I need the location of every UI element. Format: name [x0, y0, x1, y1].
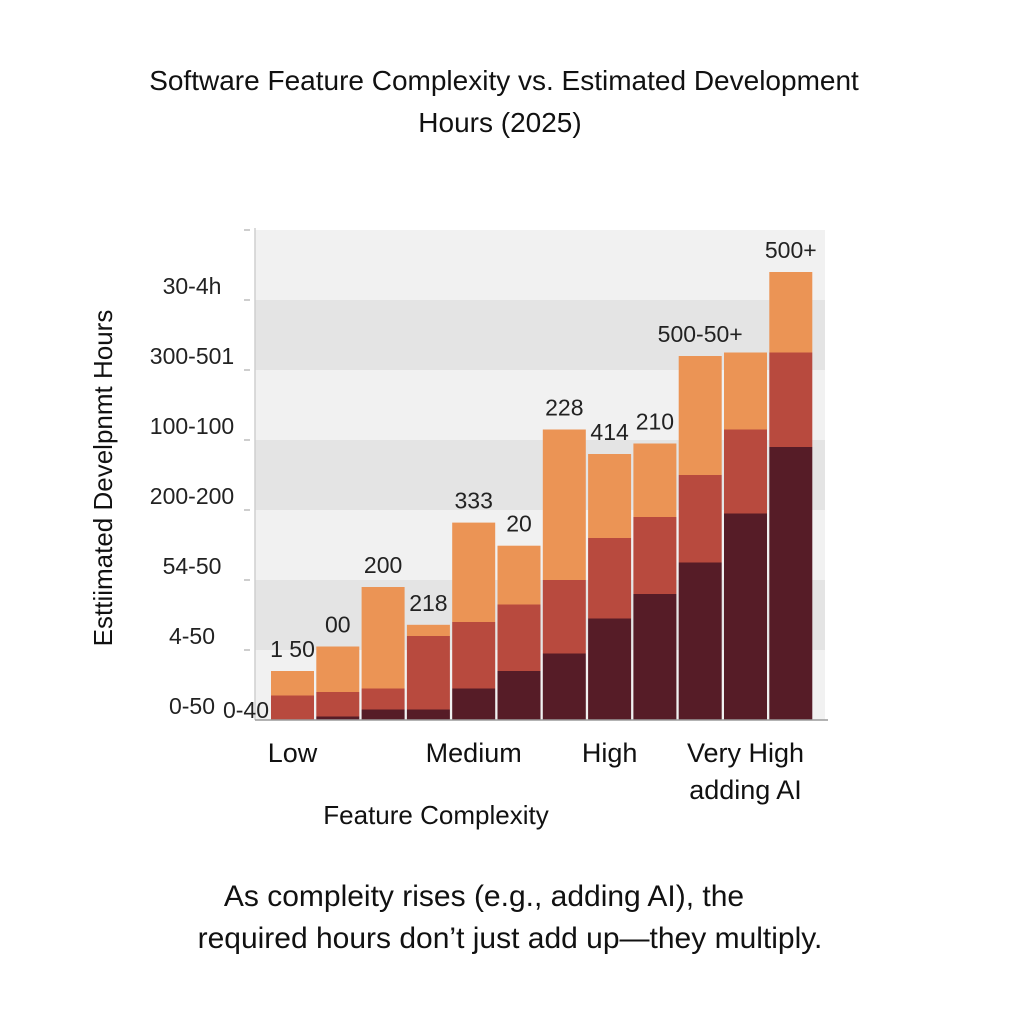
y-axis-ticks: 0-50 4-50 54-50 200-200 100-100 300-501 30-4h: [150, 229, 250, 719]
data-label: 333: [455, 488, 493, 514]
bar-segment: [633, 517, 677, 594]
bar-segment: [361, 688, 405, 710]
data-label: 218: [409, 590, 447, 616]
bar-segment: [452, 688, 496, 720]
bar-segment: [542, 580, 586, 654]
bar-segment: [633, 443, 677, 517]
x-category-label: adding AI: [689, 775, 802, 805]
bar-segment: [497, 604, 541, 671]
x-axis-categories: Low Medium High Very High adding AI: [268, 738, 804, 805]
bar-segment: [271, 671, 314, 696]
bar-segment: [497, 545, 541, 605]
data-label: 200: [364, 552, 402, 578]
bar-segment: [678, 475, 722, 563]
y-tick-label: 4-50: [169, 623, 215, 649]
x-category-label: Very High: [687, 738, 804, 768]
bar-segment: [678, 356, 722, 475]
data-labels: 1 50 00 200 218 333 20 228 414 210 500-50+ 500+: [270, 237, 817, 662]
bar-segment: [633, 594, 677, 720]
chart-title: Software Feature Complexity vs. Estimate…: [149, 65, 859, 138]
y-tick-label: 200-200: [150, 483, 234, 509]
bar-segment: [316, 692, 360, 717]
y-axis-title: Esttiimated Develpnmt Hours: [88, 310, 118, 647]
chart-title-line-1: Software Feature Complexity vs. Estimate…: [149, 65, 859, 96]
bar-segment: [769, 272, 813, 353]
bar-segment: [316, 646, 360, 692]
bar-segment: [542, 429, 586, 580]
bar-segment: [406, 636, 450, 710]
bar-segment: [588, 618, 632, 720]
grid-band: [255, 230, 825, 300]
data-label: 00: [325, 612, 351, 638]
x-axis-title: Feature Complexity: [323, 800, 548, 830]
bar-segment: [588, 538, 632, 619]
x-category-label: High: [582, 738, 638, 768]
bar-segment: [406, 709, 450, 720]
bar-segment: [724, 429, 767, 514]
data-label: 414: [590, 419, 629, 445]
bar-segment: [769, 352, 813, 447]
y-tick-label: 30-4h: [163, 273, 222, 299]
bar-segment: [361, 709, 405, 720]
y-tick-label: 300-501: [150, 343, 234, 369]
data-label: 20: [506, 511, 532, 537]
bar-segment: [724, 513, 767, 720]
y-tick-label: 100-100: [150, 413, 234, 439]
bar-segment: [678, 562, 722, 720]
bar-segment: [542, 653, 586, 720]
caption-line-1: As compleity rises (e.g., adding AI), th…: [224, 880, 744, 913]
data-label: 228: [545, 395, 583, 421]
chart-title-line-2: Hours (2025): [418, 107, 581, 138]
data-label: 1 50: [270, 636, 315, 662]
extra-label: 0-40: [223, 697, 269, 723]
bar-segment: [316, 716, 360, 720]
x-category-label: Medium: [426, 738, 522, 768]
bar-segment: [271, 695, 314, 720]
data-label: 210: [636, 409, 674, 435]
bar-segment: [361, 587, 405, 689]
x-category-label: Low: [268, 738, 318, 768]
y-tick-label: 0-50: [169, 693, 215, 719]
bar-segment: [406, 624, 450, 636]
y-tick-label: 54-50: [163, 553, 222, 579]
bars: [271, 272, 813, 720]
bar-segment: [452, 622, 496, 689]
bar-segment: [497, 671, 541, 720]
bar-segment: [769, 447, 813, 720]
data-label: 500-50+: [658, 321, 743, 347]
bar-segment: [588, 454, 632, 538]
bar-segment: [452, 522, 496, 622]
data-label: 500+: [765, 237, 817, 263]
caption: As compleity rises (e.g., adding AI), th…: [198, 880, 823, 955]
caption-line-2: required hours don’t just add up—they mu…: [198, 922, 823, 955]
bar-segment: [724, 352, 767, 430]
